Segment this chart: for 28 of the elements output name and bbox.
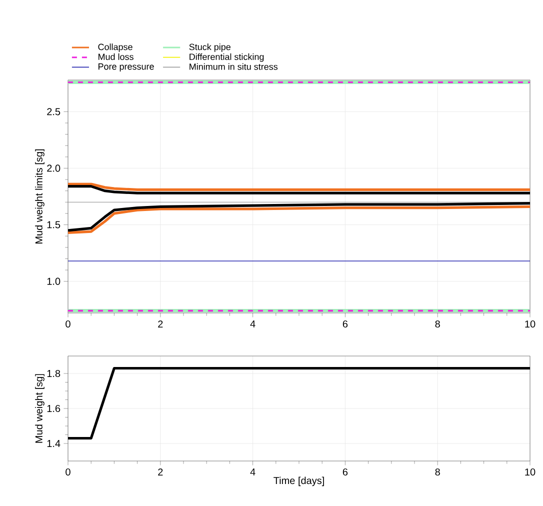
y-axis-title: Mud weight [sg] — [35, 374, 44, 443]
legend-label: Stuck pipe — [189, 44, 230, 52]
x-tick-label: 4 — [250, 320, 256, 328]
legend-label: Collapse — [98, 44, 132, 52]
x-tick-label: 10 — [525, 468, 536, 476]
x-tick-label: 8 — [435, 468, 440, 476]
x-tick-label: 8 — [435, 320, 440, 328]
legend-label: Minimum in situ stress — [190, 63, 278, 70]
x-axis-title: Time [days] — [274, 476, 324, 486]
legend-label: Mud loss — [98, 53, 134, 60]
legend-label: Pore pressure — [98, 63, 154, 72]
y-tick-label: 2.5 — [47, 108, 60, 116]
legend-label: Differential sticking — [190, 53, 264, 62]
y-tick-label: 1.8 — [47, 370, 60, 378]
y-tick-label: 1.4 — [47, 440, 60, 447]
y-axis-title: Mud weight limits [sg] — [35, 149, 44, 244]
x-tick-label: 0 — [66, 468, 70, 476]
y-tick-label: 2.0 — [47, 164, 60, 172]
x-tick-label: 10 — [525, 320, 536, 328]
x-tick-label: 4 — [250, 468, 256, 476]
x-tick-label: 6 — [342, 320, 348, 328]
x-tick-label: 2 — [158, 468, 163, 476]
x-tick-label: 0 — [66, 320, 70, 328]
y-tick-label: 1.0 — [47, 278, 60, 285]
y-tick-label: 1.6 — [47, 404, 60, 412]
y-tick-label: 1.5 — [47, 221, 60, 228]
x-tick-label: 2 — [158, 320, 163, 328]
x-tick-label: 6 — [342, 468, 348, 476]
